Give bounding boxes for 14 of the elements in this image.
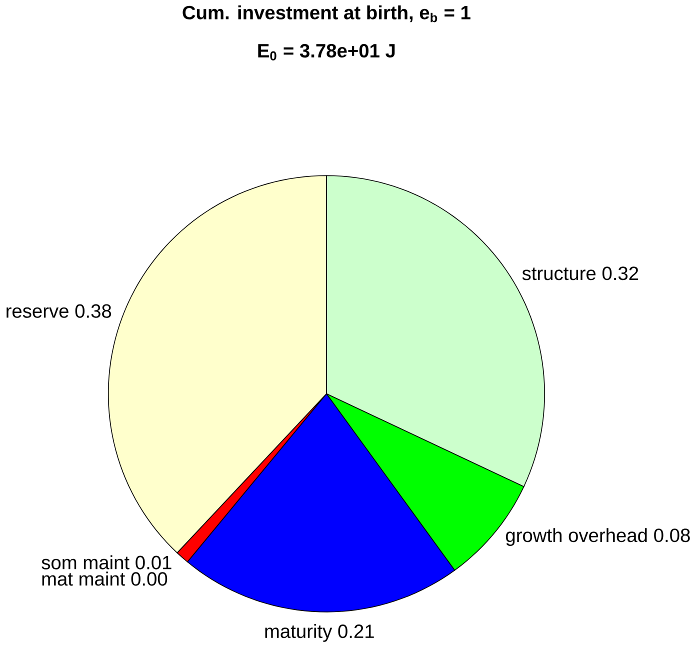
text: 0.00: [131, 572, 168, 586]
data-label: 0.21: [338, 624, 374, 638]
chart-subtitle: E$_{0}$ = 3.78e+01 J: [258, 44, 395, 60]
data-label: 0.32: [602, 266, 638, 280]
data-label: 0.01: [136, 556, 172, 570]
slice-label: maturity: [265, 624, 332, 642]
category-label: mat maint: [42, 572, 126, 586]
slice-label: structure: [522, 267, 596, 280]
slice-label: som maint: [42, 555, 130, 570]
data-label: 0.38: [75, 304, 112, 318]
slice-label: reserve: [6, 307, 68, 318]
slice-label: growth overhead: [506, 528, 647, 546]
data-label: 0.08: [654, 528, 690, 542]
chart-title: Cum. investment at birth, e$_{b}$ = 1: [182, 5, 470, 22]
